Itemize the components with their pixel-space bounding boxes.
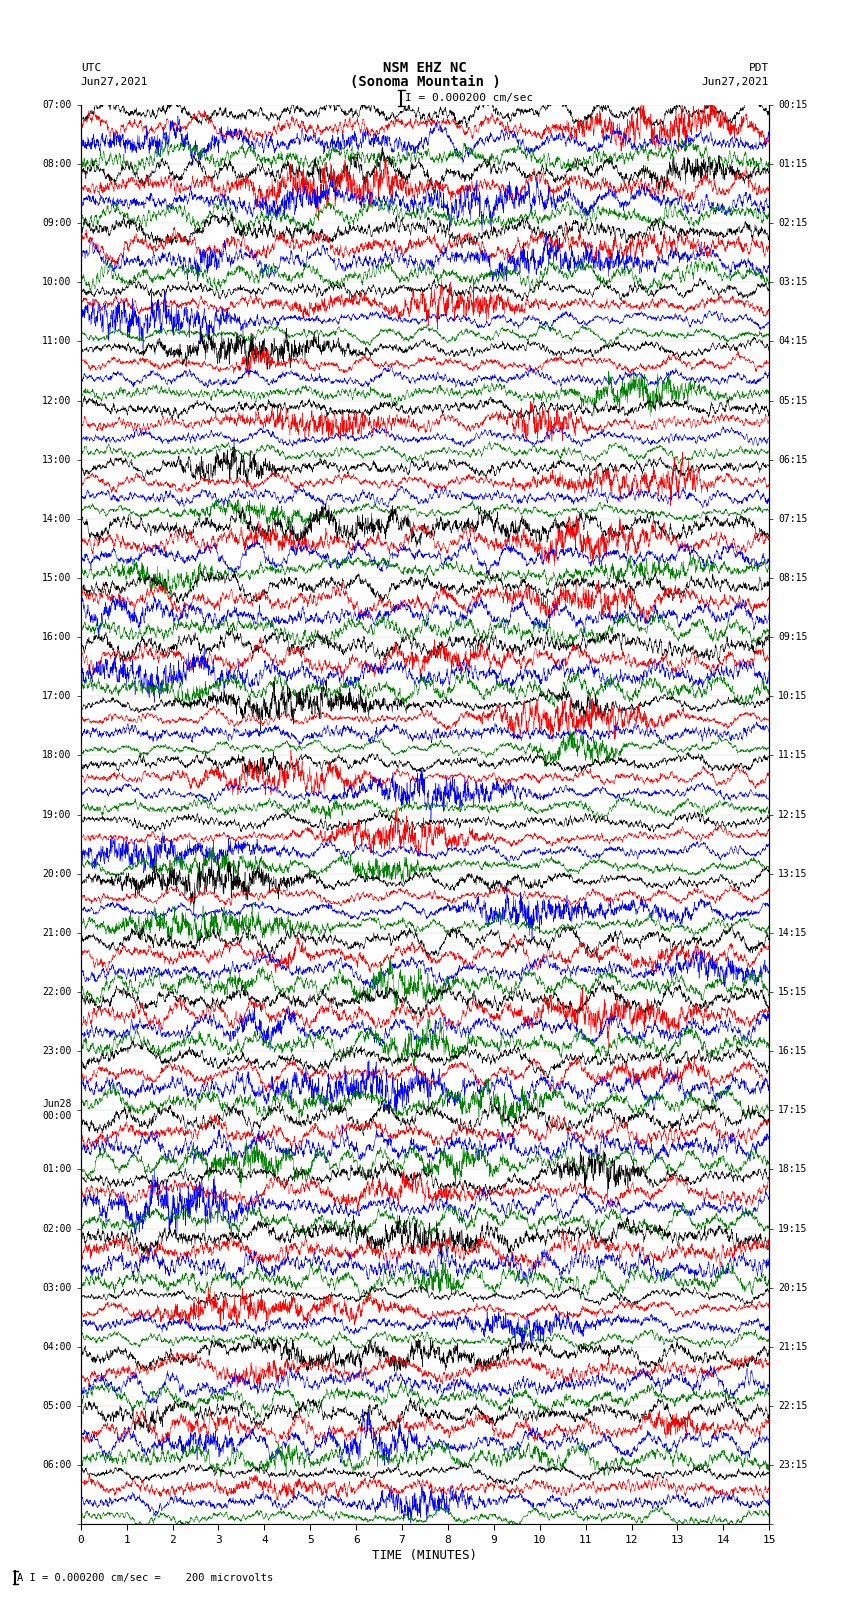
Text: PDT: PDT	[749, 63, 769, 73]
Text: Jun27,2021: Jun27,2021	[702, 77, 769, 87]
Text: UTC: UTC	[81, 63, 101, 73]
Text: I = 0.000200 cm/sec: I = 0.000200 cm/sec	[405, 94, 533, 103]
Text: NSM EHZ NC: NSM EHZ NC	[383, 61, 467, 74]
X-axis label: TIME (MINUTES): TIME (MINUTES)	[372, 1548, 478, 1561]
Text: Jun27,2021: Jun27,2021	[81, 77, 148, 87]
Text: A I = 0.000200 cm/sec =    200 microvolts: A I = 0.000200 cm/sec = 200 microvolts	[17, 1573, 273, 1582]
Text: (Sonoma Mountain ): (Sonoma Mountain )	[349, 76, 501, 89]
